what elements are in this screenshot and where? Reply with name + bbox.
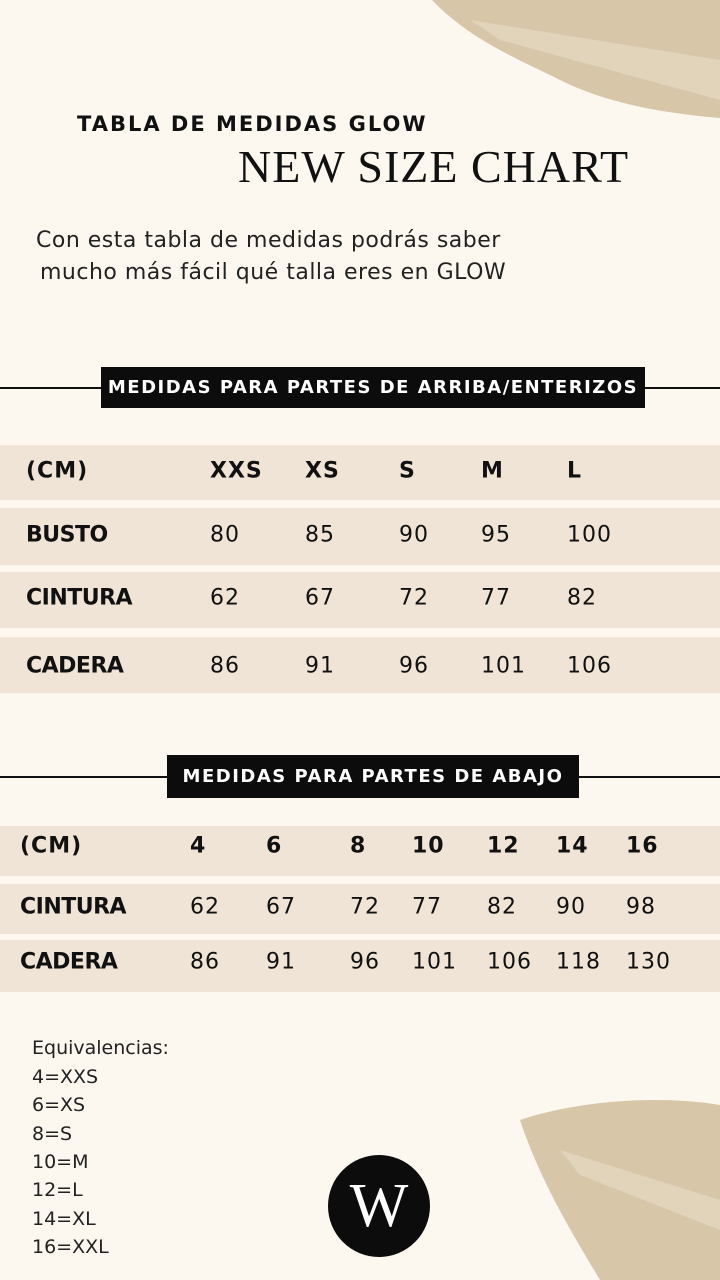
column-header: 4	[190, 833, 207, 859]
cell-value: 91	[266, 949, 296, 975]
column-header: 10	[412, 833, 445, 859]
cell-value: 130	[626, 949, 671, 975]
row-label: CINTURA	[20, 894, 127, 920]
cell-value: 91	[305, 653, 335, 679]
brush-bottom-streak	[560, 1150, 720, 1230]
section-heading: MEDIDAS PARA PARTES DE ABAJO	[167, 755, 579, 798]
column-header: 8	[350, 833, 367, 859]
cell-value: 100	[567, 522, 612, 548]
row-label: CADERA	[26, 653, 124, 679]
logo: W	[328, 1155, 430, 1257]
cell-value: 85	[305, 522, 335, 548]
row-label: BUSTO	[26, 522, 108, 548]
cell-value: 67	[305, 585, 335, 611]
cell-value: 82	[567, 585, 597, 611]
cell-value: 98	[626, 894, 656, 920]
cell-value: 101	[412, 949, 457, 975]
equivalences-title: Equivalencias:	[32, 1037, 169, 1059]
kicker: TABLA DE MEDIDAS GLOW	[77, 112, 428, 136]
cell-value: 62	[190, 894, 220, 920]
brush-top-streak	[470, 20, 720, 100]
cell-value: 118	[556, 949, 601, 975]
cell-value: 96	[350, 949, 380, 975]
column-header: 16	[626, 833, 659, 859]
cell-value: 62	[210, 585, 240, 611]
cell-value: 86	[190, 949, 220, 975]
column-header: 12	[487, 833, 520, 859]
column-header: (CM)	[20, 833, 83, 859]
row-band	[0, 826, 720, 876]
cell-value: 67	[266, 894, 296, 920]
column-header: S	[399, 458, 416, 484]
equivalence: 12=L	[32, 1179, 83, 1202]
column-header: L	[567, 458, 583, 484]
equivalence: 14=XL	[32, 1207, 96, 1230]
equivalence: 16=XXL	[32, 1235, 109, 1258]
intro-line: mucho más fácil qué talla eres en GLOW	[40, 260, 507, 285]
section-heading: MEDIDAS PARA PARTES DE ARRIBA/ENTERIZOS	[101, 367, 645, 408]
column-header: 6	[266, 833, 283, 859]
cell-value: 90	[556, 894, 586, 920]
cell-value: 106	[487, 949, 532, 975]
row-band	[0, 572, 720, 628]
row-band	[0, 637, 720, 693]
cell-value: 77	[412, 894, 442, 920]
column-header: (CM)	[26, 458, 89, 484]
row-band	[0, 445, 720, 500]
column-header: M	[481, 458, 504, 484]
row-band	[0, 940, 720, 992]
cell-value: 90	[399, 522, 429, 548]
cell-value: 86	[210, 653, 240, 679]
cell-value: 72	[350, 894, 380, 920]
cell-value: 95	[481, 522, 511, 548]
equivalence: 10=M	[32, 1150, 89, 1173]
column-header: 14	[556, 833, 589, 859]
cell-value: 77	[481, 585, 511, 611]
column-header: XXS	[210, 458, 263, 484]
cell-value: 82	[487, 894, 517, 920]
row-label: CINTURA	[26, 585, 133, 611]
cell-value: 72	[399, 585, 429, 611]
cell-value: 101	[481, 653, 526, 679]
cell-value: 80	[210, 522, 240, 548]
cell-value: 106	[567, 653, 612, 679]
row-band	[0, 884, 720, 934]
intro-line: Con esta tabla de medidas podrás saber	[36, 228, 501, 253]
equivalence: 6=XS	[32, 1094, 86, 1117]
cell-value: 96	[399, 653, 429, 679]
row-band	[0, 508, 720, 565]
equivalence: 8=S	[32, 1122, 73, 1145]
equivalence: 4=XXS	[32, 1066, 99, 1088]
row-label: CADERA	[20, 949, 118, 975]
column-header: XS	[305, 458, 340, 484]
title: NEW SIZE CHART	[238, 141, 630, 192]
